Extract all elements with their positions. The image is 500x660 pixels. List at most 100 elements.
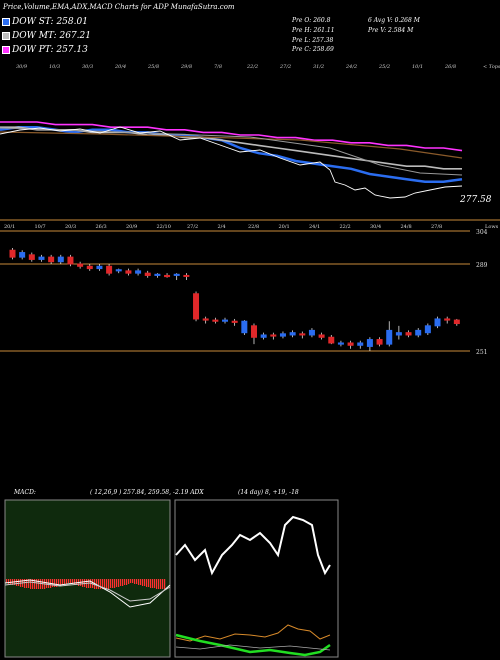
macd-histogram-bar (114, 579, 116, 588)
macd-values: ( 12,26,9 ) 257.84, 259.58, -2.19 ADX (90, 489, 204, 496)
macd-histogram-bar (136, 579, 138, 584)
ema-line-secondary (0, 127, 463, 176)
info-pre-volume: Pre V: 2.584 M (368, 27, 414, 34)
macd-histogram-bar (30, 579, 32, 589)
macd-histogram-bar (24, 579, 26, 588)
macd-histogram-bar (156, 579, 158, 589)
candle-body (19, 252, 26, 258)
info-pre-open: Pre O: 260.8 (292, 17, 331, 24)
legend-swatch (2, 46, 10, 54)
macd-histogram-bar (16, 579, 18, 586)
macd-histogram-bar (70, 579, 72, 583)
candle-body (115, 269, 122, 272)
macd-histogram-bar (62, 579, 64, 585)
price-line (0, 126, 463, 199)
macd-histogram-bar (138, 579, 140, 585)
last-price-label: 277.58 (459, 195, 492, 205)
macd-histogram-bar (142, 579, 144, 586)
candle-body (415, 329, 422, 336)
macd-histogram-bar (164, 579, 166, 589)
macd-histogram-bar (96, 579, 98, 589)
top-date-label: 29/8 (180, 64, 192, 70)
candle-body (231, 320, 238, 323)
candle-body (299, 333, 306, 336)
adx-minus-di-line (175, 624, 331, 642)
candle-body (202, 318, 209, 321)
candle-body (106, 265, 113, 274)
macd-histogram-bar (154, 579, 156, 588)
macd-histogram-bar (60, 579, 62, 586)
top-date-label: 30/9 (16, 64, 28, 70)
top-date-label: 25/2 (378, 64, 390, 70)
macd-histogram-bar (110, 579, 112, 588)
candle-body (434, 318, 441, 327)
macd-histogram-bar (76, 579, 78, 585)
macd-histogram-bar (112, 579, 114, 588)
macd-panel (4, 499, 171, 658)
macd-histogram-bar (82, 579, 84, 587)
legend-label: DOW MT: 267.21 (12, 31, 91, 41)
bottom-date-label: 22/2 (340, 224, 351, 230)
macd-histogram-bar (126, 579, 128, 585)
bottom-date-label: 20/1 (4, 224, 15, 230)
macd-histogram-bar (66, 579, 68, 584)
bottom-date-label: 27/8 (431, 224, 442, 230)
macd-histogram-bar (128, 579, 130, 584)
indicator-panels (4, 499, 339, 658)
macd-histogram-bar (32, 579, 34, 589)
macd-histogram-bar (10, 579, 12, 584)
bottom-date-label: 30/4 (370, 224, 381, 230)
bottom-date-label: 20/3 (65, 224, 76, 230)
macd-histogram-bar (28, 579, 30, 588)
bottom-date-label: 20/9 (126, 224, 137, 230)
macd-histogram-bar (46, 579, 48, 588)
bottom-date-label: 2/4 (218, 224, 226, 230)
candle-body (77, 263, 84, 267)
bottom-date-label: 20/1 (279, 224, 290, 230)
candle-body (57, 256, 64, 263)
candle-body (453, 319, 460, 325)
macd-histogram-bar (120, 579, 122, 586)
tops-label: < Tops (483, 64, 500, 70)
macd-histogram-bar (162, 579, 164, 589)
legend-entry: DOW PT: 257.13 (2, 44, 88, 56)
top-date-label: 7/8 (214, 64, 222, 70)
macd-histogram-bar (150, 579, 152, 588)
macd-histogram-bar (130, 579, 132, 583)
macd-histogram-bar (160, 579, 162, 589)
top-date-label: 22/2 (246, 64, 258, 70)
candle-body (386, 329, 393, 345)
macd-histogram-bar (134, 579, 136, 584)
macd-histogram-bar (6, 579, 8, 583)
candle-body (395, 332, 402, 336)
candle-body (212, 319, 219, 322)
macd-histogram-bar (140, 579, 142, 585)
macd-histogram-bar (122, 579, 124, 586)
macd-histogram-bar (40, 579, 42, 589)
macd-histogram-bar (74, 579, 76, 585)
macd-histogram-bar (8, 579, 10, 584)
legend-label: DOW ST: 258.01 (12, 17, 88, 27)
candle-body (289, 332, 296, 336)
candle-body (164, 274, 171, 278)
legend-swatch (2, 32, 10, 40)
info-pre-close: Pre C: 258.69 (292, 46, 334, 53)
info-pre-low: Pre L: 257.38 (292, 37, 334, 44)
candle-body (424, 325, 431, 334)
candle-body (241, 320, 248, 334)
macd-histogram-bar (152, 579, 154, 588)
candle-body (154, 273, 161, 276)
macd-histogram-bar (108, 579, 110, 589)
candle-body (173, 273, 180, 276)
macd-histogram-bar (58, 579, 60, 586)
ema-line-long-term (0, 131, 463, 159)
macd-histogram-bar (38, 579, 40, 589)
top-date-label: 27/2 (279, 64, 291, 70)
macd-histogram-bar (26, 579, 28, 588)
legend-entry: DOW MT: 267.21 (2, 30, 91, 42)
candle-body (279, 333, 286, 337)
macd-histogram-bar (104, 579, 106, 589)
info-pre-high: Pre H: 261.11 (292, 27, 335, 34)
bottom-date-label: 22/10 (157, 224, 171, 230)
adx-line (175, 644, 331, 651)
